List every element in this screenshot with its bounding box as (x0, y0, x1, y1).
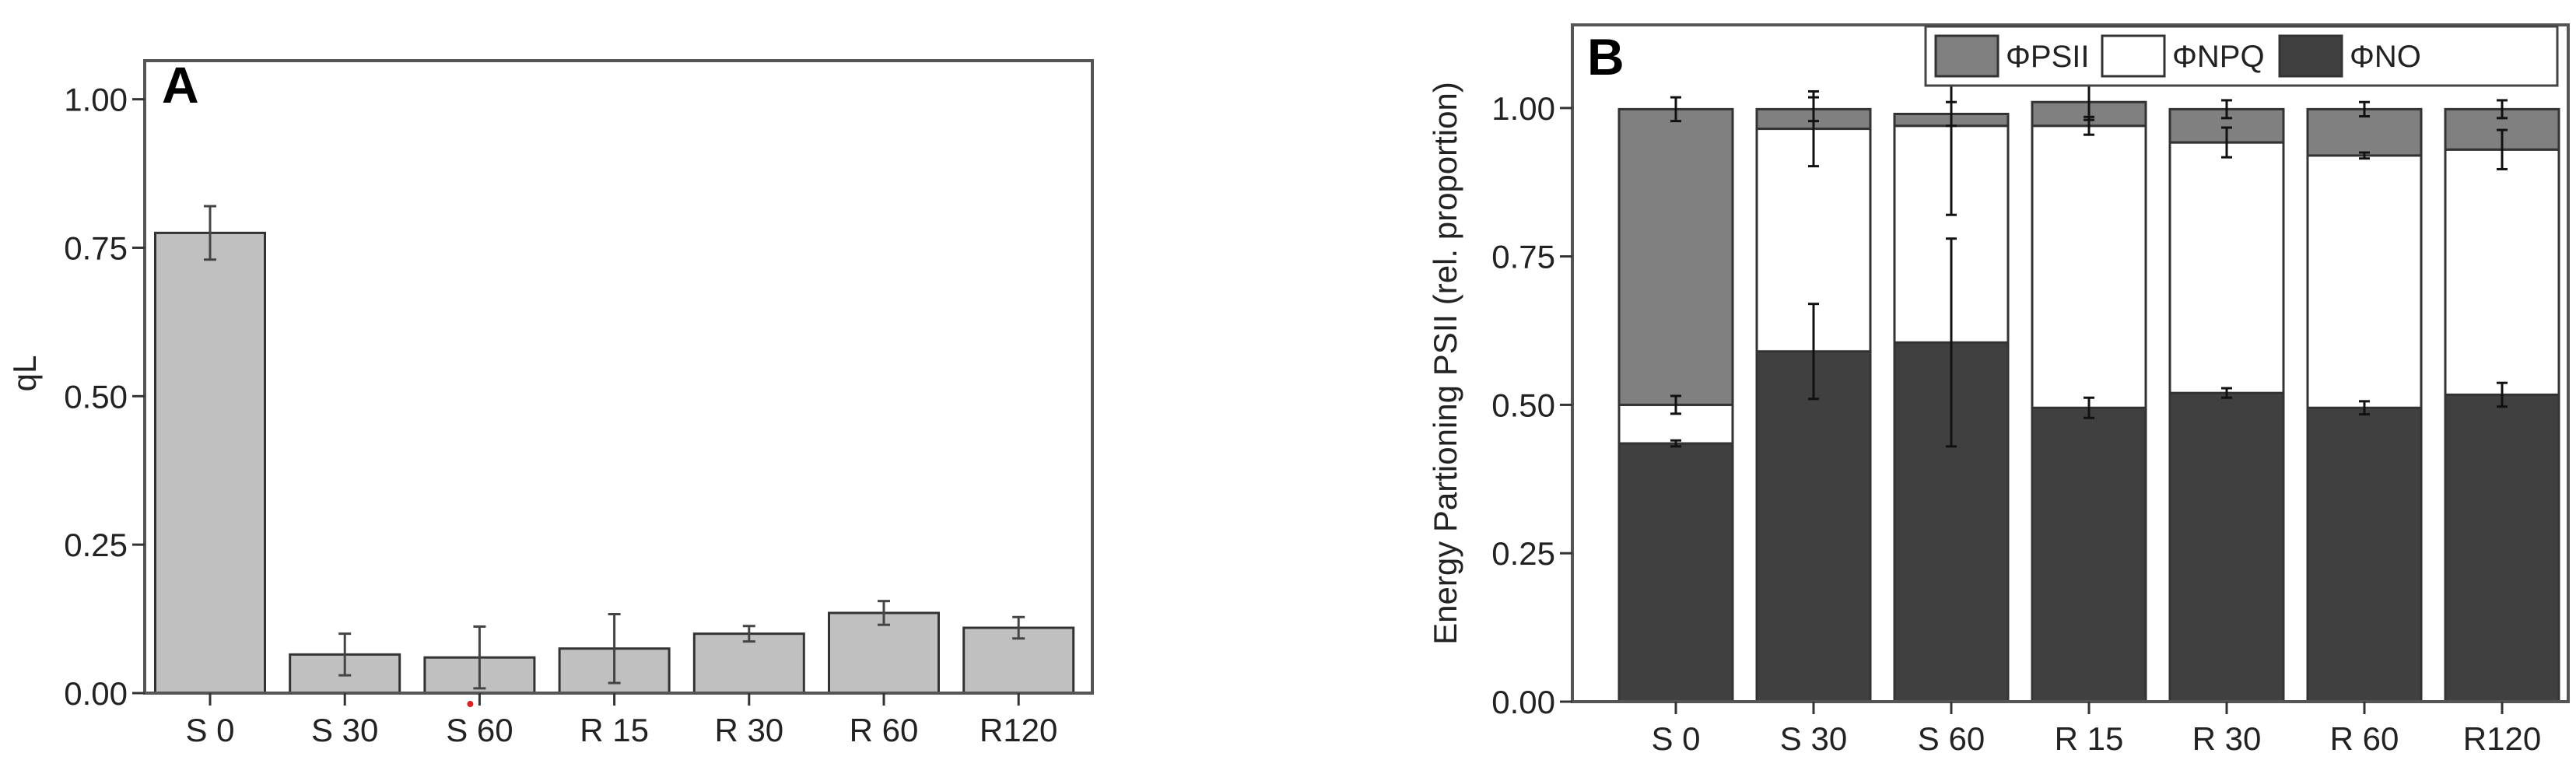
x-tick-label: S 0 (185, 712, 234, 748)
legend-label: ΦNPQ (2172, 40, 2265, 74)
y-tick-label: 0.25 (1491, 535, 1555, 572)
y-tick-label: 1.00 (64, 82, 128, 118)
x-tick-label: S 30 (1780, 720, 1847, 757)
x-tick-label: S 60 (1918, 720, 1985, 757)
bar-segment-no (1617, 442, 1734, 703)
y-axis-title: qL (6, 355, 43, 392)
red-marker-dot (467, 701, 474, 707)
legend-frame (1924, 25, 2559, 87)
bar-segment-npq (2031, 124, 2147, 409)
x-tick-label: S 0 (1651, 720, 1700, 757)
y-tick-label: 0.25 (64, 527, 128, 563)
x-tick-label: R120 (2463, 720, 2541, 757)
y-tick-label: 0.00 (1491, 684, 1555, 720)
y-tick-label: 0.75 (1491, 239, 1555, 275)
y-axis-title: Energy Partioning PSII (rel. proportion) (1427, 82, 1463, 645)
panel-a-qL-chart: 0.00 0.25 0.50 0.75 1.00 S 0 S 30 S 60 R 15 R 30 R… (6, 56, 1094, 748)
x-tick-label: R 30 (2192, 720, 2262, 757)
legend-swatch (2101, 34, 2166, 78)
x-tick-label: R 60 (850, 712, 919, 748)
y-tick-label: 0.75 (64, 229, 128, 266)
bar (828, 611, 940, 695)
bar-segment-no (2444, 393, 2560, 703)
bar (154, 231, 266, 695)
bar-segment-no (2031, 406, 2147, 703)
legend-label: ΦPSII (2006, 40, 2090, 74)
bar-segment-npq (2444, 148, 2560, 396)
x-tick-label: R 15 (580, 712, 649, 748)
panel-label: B (1587, 28, 1624, 86)
x-tick-label: R120 (980, 712, 1057, 748)
x-tick-label: S 30 (311, 712, 378, 748)
panel-label: A (162, 56, 199, 114)
x-tick-label: R 60 (2330, 720, 2399, 757)
plot-frame (143, 59, 1094, 695)
bar-segment-no (1755, 350, 1872, 703)
bar (692, 632, 805, 695)
y-tick-label: 1.00 (1491, 90, 1555, 127)
x-tick-label: S 60 (446, 712, 513, 748)
bar-segment-no (2168, 391, 2285, 703)
x-tick-label: R 30 (714, 712, 783, 748)
legend: ΦPSII ΦNPQ ΦNO (1924, 25, 2559, 87)
legend-swatch (2278, 34, 2343, 78)
legend-swatch (1934, 34, 1999, 78)
plot-frame (1571, 23, 2570, 703)
bar-segment-npq (2306, 154, 2423, 409)
legend-label: ΦNO (2350, 40, 2421, 74)
bar-segment-no (2306, 406, 2423, 703)
x-tick-label: R 15 (2055, 720, 2124, 757)
panel-b-energy-partitioning-chart: 0.00 0.25 0.50 0.75 1.00 S 0 S 30 S 60 R 15 R 30 R… (1427, 23, 2570, 757)
y-tick-label: 0.00 (64, 675, 128, 712)
bar-segment-psii (1617, 107, 1734, 406)
y-tick-label: 0.50 (1491, 387, 1555, 423)
bar-segment-npq (2168, 141, 2285, 394)
y-tick-label: 0.50 (64, 378, 128, 415)
